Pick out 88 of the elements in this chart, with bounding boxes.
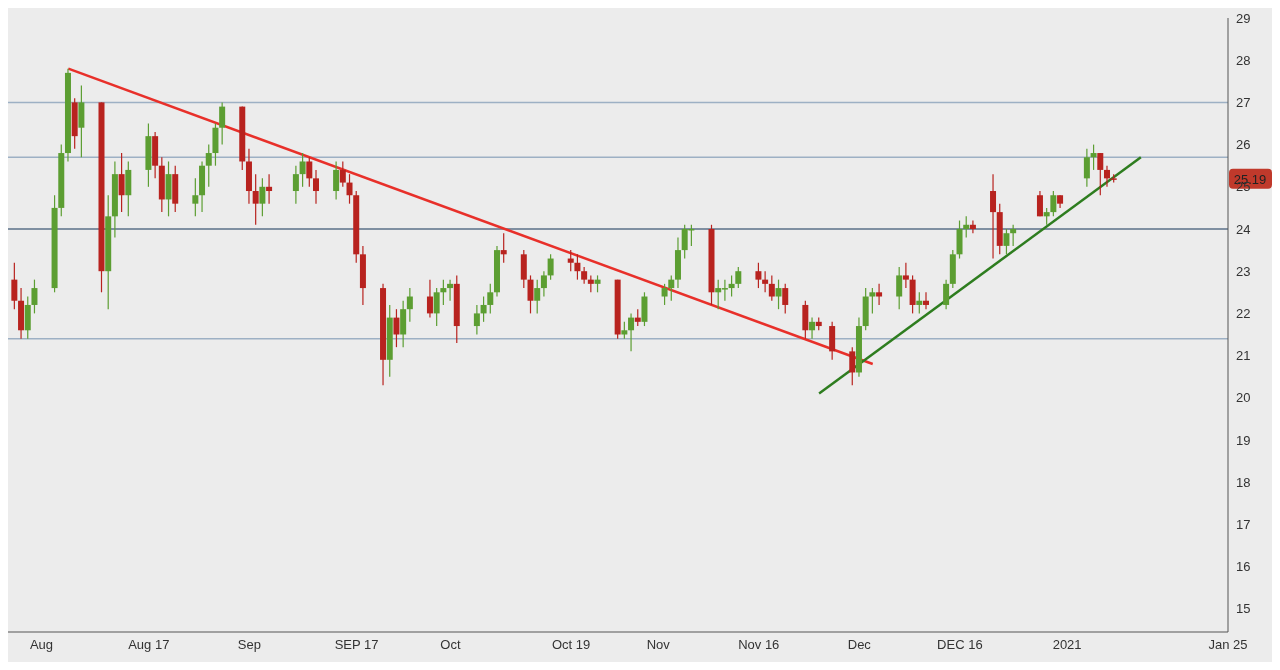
x-tick-label: Nov [646,637,671,653]
candlestick [628,312,635,352]
candlestick [567,249,574,272]
candlestick [333,160,340,201]
y-tick-label: 27 [1236,95,1251,111]
y-tick-label: 17 [1236,517,1251,533]
x-tick-label: Oct [440,637,461,653]
candlestick [876,283,883,306]
candlestick [299,152,306,188]
candlestick [266,173,273,205]
candlestick [313,169,319,205]
candlestick [574,253,581,281]
candlestick [902,262,909,289]
candlestick [896,266,903,310]
candlestick [500,232,507,264]
candlestick [768,274,775,302]
candlestick [527,274,534,314]
candlestick [775,279,782,310]
x-tick-label: Aug 17 [128,637,170,653]
y-tick-label: 24 [1236,221,1251,237]
x-tick-label: 2021 [1052,637,1082,653]
candlestick [393,308,400,348]
candlestick [547,253,554,281]
candlestick [339,160,346,188]
x-tick-label: Sep [237,637,261,653]
y-tick-label: 20 [1236,390,1251,406]
candlestick [219,101,226,146]
candlestick [346,173,353,205]
candlestick [259,177,266,217]
candlestick [963,215,970,239]
y-tick-label: 28 [1236,52,1251,68]
candlestick [1097,152,1104,196]
candlestick [192,177,199,217]
candlestick [118,152,125,213]
candlestick [668,274,675,302]
candlestick [969,219,976,234]
y-tick-label: 18 [1236,474,1251,490]
candlestick [762,270,769,293]
y-tick-label: 23 [1236,263,1251,279]
candlestick [916,291,923,314]
candlestick [31,279,38,314]
candlestick [534,279,541,314]
candlestick [755,262,762,289]
x-tick-label: Nov 16 [738,637,780,653]
y-tick-label: 29 [1236,10,1251,26]
x-tick-label: SEP 17 [334,637,379,653]
x-tick-label: Aug [29,637,54,653]
candlestick [1103,165,1110,188]
candlestick [433,287,440,327]
y-tick-label: 15 [1236,601,1251,617]
y-tick-label: 21 [1236,348,1251,364]
candlestick [447,279,454,302]
candlestick [943,279,950,310]
candlestick [728,274,735,298]
candlestick [205,144,212,188]
y-tick-label: 22 [1236,306,1251,322]
candlestick [306,156,313,188]
candlestick [1090,144,1097,171]
candlestick [849,346,856,386]
y-tick-label: 19 [1236,432,1251,448]
y-tick-label: 16 [1236,559,1251,575]
candlestick [735,266,742,289]
candlestick [1083,148,1090,188]
x-tick-label: Dec [847,637,872,653]
candlestick [1003,228,1010,255]
x-tick-label: Jan 25 [1208,637,1248,653]
candlestick [1010,224,1017,247]
x-tick-label: Oct 19 [551,637,591,653]
candlestick [406,287,413,323]
candlestick [540,270,547,298]
candlestick [480,295,487,323]
candlestick [473,304,480,336]
candlestick [809,317,816,340]
candlestick [292,165,299,205]
candlestick [426,279,433,319]
y-tick-label: 26 [1236,137,1251,153]
candlestick [782,283,789,314]
candlestick [869,287,876,314]
candlestick [1036,190,1043,217]
candlestick [252,173,259,226]
candlestick [990,173,997,260]
candlestick [661,283,668,306]
candlestick [440,279,447,306]
candlestick [11,262,18,310]
x-tick-label: DEC 16 [937,637,983,653]
candlestick [1050,190,1057,217]
candlestick [487,283,494,314]
candlestick [923,291,929,310]
